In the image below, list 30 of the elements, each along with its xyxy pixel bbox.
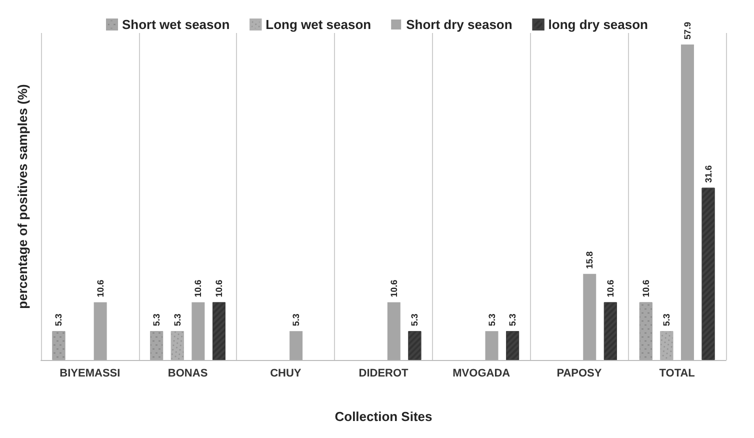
x-tick-label: BONAS (168, 368, 208, 380)
data-label: 10.6 (193, 280, 204, 298)
legend-label: Long wet season (266, 17, 372, 32)
data-label: 10.6 (95, 280, 106, 298)
data-label: 5.3 (54, 314, 64, 326)
data-label: 10.6 (640, 280, 651, 298)
data-label: 5.3 (486, 314, 497, 326)
data-label: 5.3 (291, 314, 302, 326)
x-tick-label: BIYEMASSI (60, 368, 120, 380)
x-tick-label: DIDEROT (358, 368, 409, 380)
x-tick-label: PAPOSY (556, 368, 602, 380)
legend-label: Short dry season (406, 17, 512, 32)
data-label: 31.6 (703, 165, 714, 183)
data-label: 10.6 (605, 280, 616, 298)
x-tick-label: MVOGADA (452, 368, 510, 380)
y-axis-title: percentage of positives samples (%) (15, 84, 30, 309)
legend-label: Short wet season (122, 17, 230, 32)
data-label: 10.6 (214, 280, 224, 298)
x-tick-label: TOTAL (659, 368, 696, 380)
data-label: 5.3 (152, 314, 162, 326)
x-tick-label: CHUY (270, 368, 302, 380)
data-label: 5.3 (410, 314, 420, 326)
data-label: 15.8 (584, 251, 595, 269)
data-label: 5.3 (662, 314, 672, 326)
data-label: 10.6 (388, 280, 399, 298)
data-label: 5.3 (508, 314, 518, 326)
x-axis-title: Collection Sites (334, 409, 432, 424)
data-label: 57.9 (682, 22, 692, 40)
data-label: 5.3 (172, 314, 182, 326)
legend-label: long dry season (548, 17, 648, 32)
